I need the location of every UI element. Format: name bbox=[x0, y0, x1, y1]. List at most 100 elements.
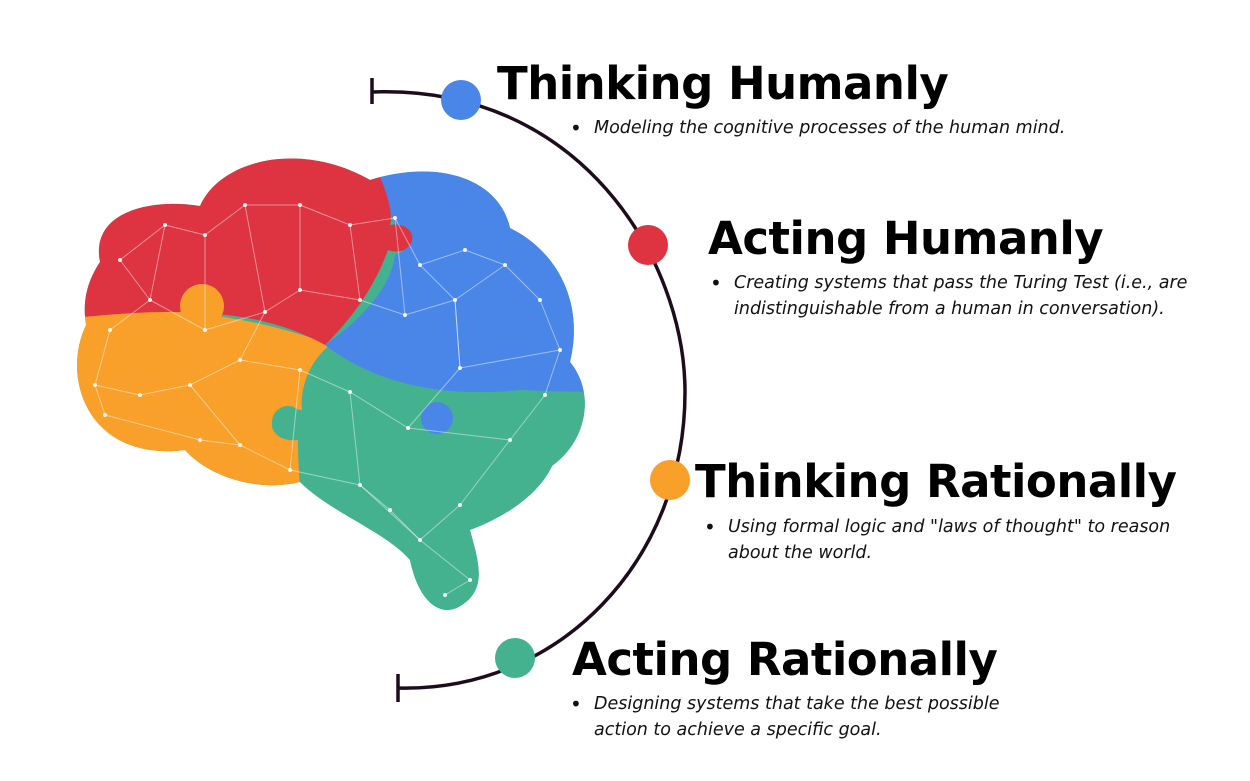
mesh-line bbox=[394, 217, 406, 316]
mesh-line bbox=[289, 469, 361, 486]
mesh-line bbox=[189, 384, 241, 446]
title-thinking-humanly: Thinking Humanly bbox=[497, 57, 949, 110]
mesh-node bbox=[348, 390, 352, 394]
mesh-line bbox=[264, 289, 301, 313]
mesh-line bbox=[454, 299, 461, 369]
marker-acting-humanly bbox=[628, 225, 668, 265]
bullet-acting-humanly: Creating systems that pass the Turing Te… bbox=[708, 270, 1188, 322]
mesh-line bbox=[204, 204, 246, 236]
mesh-line bbox=[239, 444, 291, 471]
puzzle-knob-orange bbox=[180, 284, 224, 328]
mesh-node bbox=[458, 503, 462, 507]
mesh-node bbox=[503, 263, 507, 267]
mesh-line bbox=[239, 311, 266, 361]
mesh-node bbox=[188, 383, 192, 387]
mesh-line bbox=[239, 359, 301, 371]
marker-thinking-humanly bbox=[441, 80, 481, 120]
mesh-line bbox=[404, 299, 456, 316]
mesh-line bbox=[544, 349, 561, 396]
title-thinking-rationally: Thinking Rationally bbox=[695, 455, 1177, 508]
mesh-line bbox=[109, 299, 151, 331]
mesh-line bbox=[299, 369, 351, 393]
mesh-node bbox=[138, 393, 142, 397]
mesh-node bbox=[468, 578, 472, 582]
mesh-node bbox=[243, 203, 247, 207]
mesh-node bbox=[543, 393, 547, 397]
mesh-node bbox=[148, 298, 152, 302]
bullet-thinking-rationally: Using formal logic and "laws of thought"… bbox=[702, 514, 1222, 566]
mesh-line bbox=[94, 329, 111, 386]
mesh-line bbox=[419, 264, 456, 301]
mesh-line bbox=[419, 249, 466, 266]
title-acting-humanly: Acting Humanly bbox=[708, 212, 1104, 265]
mesh-node bbox=[443, 593, 447, 597]
mesh-line bbox=[164, 224, 206, 236]
mesh-node bbox=[118, 258, 122, 262]
mesh-line bbox=[359, 484, 421, 541]
mesh-line bbox=[149, 299, 206, 331]
mesh-node bbox=[538, 298, 542, 302]
mesh-line bbox=[199, 439, 241, 446]
mesh-node bbox=[238, 443, 242, 447]
mesh-line bbox=[509, 394, 546, 441]
desc-thinking-rationally: Using formal logic and "laws of thought"… bbox=[702, 514, 1222, 566]
mesh-node bbox=[203, 328, 207, 332]
mesh-line bbox=[289, 369, 301, 471]
mesh-line bbox=[349, 217, 396, 226]
mesh-node bbox=[388, 508, 392, 512]
mesh-node bbox=[403, 313, 407, 317]
mesh-node bbox=[358, 298, 362, 302]
desc-thinking-humanly: Modeling the cognitive processes of the … bbox=[568, 115, 1128, 141]
mesh-node bbox=[393, 216, 397, 220]
mesh-node bbox=[348, 223, 352, 227]
mesh-node bbox=[358, 483, 362, 487]
mesh-node bbox=[288, 468, 292, 472]
puzzle-knob-green bbox=[272, 406, 304, 438]
mesh-line bbox=[139, 384, 191, 396]
mesh-node bbox=[418, 263, 422, 267]
mesh-line bbox=[104, 414, 201, 441]
mesh-line bbox=[394, 217, 421, 266]
mesh-node bbox=[406, 426, 410, 430]
mesh-node bbox=[298, 288, 302, 292]
mesh-node bbox=[558, 348, 562, 352]
mesh-line bbox=[359, 484, 391, 511]
mesh-line bbox=[359, 299, 406, 316]
mesh-node bbox=[463, 248, 467, 252]
bullet-thinking-humanly: Modeling the cognitive processes of the … bbox=[568, 115, 1128, 141]
mesh-node bbox=[458, 366, 462, 370]
mesh-line bbox=[94, 384, 106, 416]
mesh-line bbox=[464, 249, 506, 266]
mesh-node bbox=[108, 328, 112, 332]
mesh-node bbox=[163, 223, 167, 227]
mesh-line bbox=[349, 391, 361, 486]
mesh-node bbox=[203, 233, 207, 237]
mesh-line bbox=[407, 427, 511, 441]
title-acting-rationally: Acting Rationally bbox=[572, 633, 998, 686]
mesh-line bbox=[419, 539, 471, 581]
mesh-line bbox=[189, 359, 241, 386]
mesh-node bbox=[238, 358, 242, 362]
mesh-line bbox=[149, 224, 166, 301]
mesh-node bbox=[298, 368, 302, 372]
mesh-line bbox=[244, 204, 266, 313]
mesh-line bbox=[454, 264, 506, 301]
bullet-acting-rationally: Designing systems that take the best pos… bbox=[568, 691, 1038, 743]
mesh-line bbox=[454, 299, 461, 369]
brain-puzzle-icon bbox=[77, 158, 585, 610]
mesh-node bbox=[508, 438, 512, 442]
desc-acting-humanly: Creating systems that pass the Turing Te… bbox=[708, 270, 1188, 322]
mesh-line bbox=[119, 259, 151, 301]
mesh-line bbox=[204, 311, 266, 331]
mesh-line bbox=[299, 289, 361, 301]
mesh-line bbox=[299, 204, 351, 226]
mesh-line bbox=[504, 264, 541, 301]
mesh-node bbox=[103, 413, 107, 417]
mesh-line bbox=[539, 299, 561, 351]
timeline-arc bbox=[371, 90, 687, 690]
mesh-line bbox=[459, 439, 511, 506]
mesh-node bbox=[198, 438, 202, 442]
desc-acting-rationally: Designing systems that take the best pos… bbox=[568, 691, 1038, 743]
puzzle-knob-blue bbox=[421, 402, 453, 434]
